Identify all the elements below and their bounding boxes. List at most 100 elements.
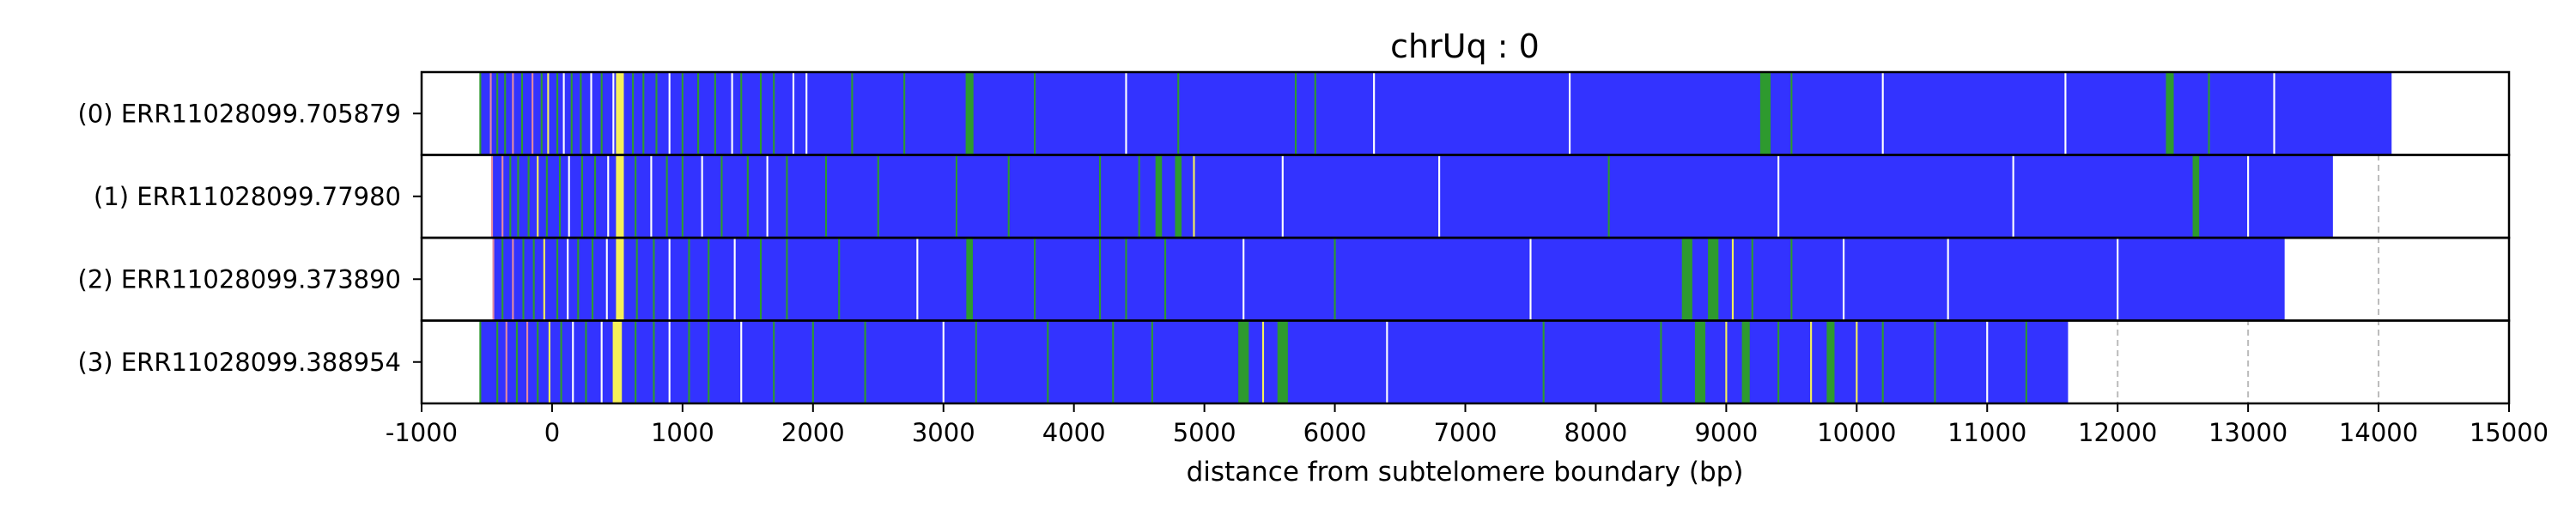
feature-mark-pink [532, 72, 534, 155]
feature-mark-green [903, 72, 906, 155]
feature-mark-green [966, 238, 973, 321]
x-tick-label: 15000 [2470, 418, 2549, 447]
feature-mark-white [1386, 320, 1388, 403]
feature-mark-pink [526, 320, 529, 403]
row-label: (1) ERR11028099.77980 [94, 182, 401, 211]
read-track-3 [479, 320, 2069, 403]
feature-mark-green [1034, 72, 1036, 155]
read-bar [480, 320, 2069, 403]
feature-mark-green [1007, 154, 1010, 238]
feature-mark-green [558, 154, 562, 238]
row-label: (0) ERR11028099.705879 [78, 99, 401, 128]
feature-mark-green [2025, 320, 2027, 403]
feature-mark-green [585, 320, 587, 403]
feature-mark-green [479, 320, 482, 403]
feature-mark-green [1314, 72, 1316, 155]
feature-mark-yellow [616, 238, 624, 321]
feature-mark-white [2012, 154, 2014, 238]
feature-mark-yellow [1856, 320, 1858, 403]
feature-mark-green [759, 72, 762, 155]
feature-mark-white [792, 72, 795, 155]
feature-mark-white [562, 72, 565, 155]
feature-mark-white [1568, 72, 1571, 155]
feature-mark-green [688, 320, 690, 403]
feature-mark-green [655, 72, 658, 155]
feature-mark-green [509, 154, 512, 238]
feature-mark-green [520, 72, 524, 155]
feature-mark-green [556, 72, 559, 155]
feature-mark-white [1529, 238, 1532, 321]
feature-mark-yellow [537, 154, 539, 238]
feature-mark-green [786, 238, 788, 321]
feature-mark-yellow [547, 72, 550, 155]
feature-mark-white [568, 154, 570, 238]
feature-mark-green [545, 154, 548, 238]
feature-mark-green [522, 238, 525, 321]
feature-mark-white [1986, 320, 1989, 403]
feature-mark-white [2247, 154, 2250, 238]
feature-mark-green [1125, 238, 1127, 321]
feature-mark-green [681, 72, 683, 155]
feature-mark-green [1099, 238, 1102, 321]
feature-mark-green [496, 72, 499, 155]
feature-mark-green [570, 72, 573, 155]
feature-mark-green [479, 72, 482, 155]
feature-mark-white [1881, 72, 1884, 155]
feature-mark-green [1934, 320, 1936, 403]
feature-mark-green [577, 238, 580, 321]
feature-mark-green [708, 238, 710, 321]
feature-mark-white [650, 154, 653, 238]
feature-mark-green [653, 238, 655, 321]
feature-mark-white [766, 154, 769, 238]
feature-mark-green [681, 154, 683, 238]
feature-mark-green [1238, 320, 1249, 403]
feature-mark-yellow [1810, 320, 1813, 403]
x-tick-label: 11000 [1947, 418, 2026, 447]
feature-mark-green [515, 320, 518, 403]
x-tick-label: 3000 [912, 418, 975, 447]
feature-mark-green [1777, 320, 1780, 403]
feature-mark-white [668, 320, 671, 403]
feature-mark-white [2117, 238, 2119, 321]
feature-mark-green [811, 320, 814, 403]
feature-mark-white [2273, 72, 2275, 155]
feature-mark-green [1790, 238, 1793, 321]
feature-mark-green [635, 154, 637, 238]
feature-mark-green [1741, 320, 1750, 403]
feature-mark-green [1542, 320, 1545, 403]
feature-mark-yellow [612, 320, 623, 403]
x-tick-label: 4000 [1042, 418, 1106, 447]
feature-mark-yellow [1731, 238, 1735, 321]
feature-mark-green [1607, 154, 1610, 238]
feature-mark-green [714, 72, 716, 155]
label-layer: (0) ERR11028099.705879 (1) ERR11028099.77… [78, 99, 2549, 447]
feature-mark-green [1826, 320, 1835, 403]
feature-mark-green [1294, 72, 1297, 155]
x-tick-label: 12000 [2078, 418, 2157, 447]
x-tick-label: 1000 [651, 418, 714, 447]
feature-mark-pink [512, 72, 514, 155]
feature-mark-white [612, 72, 615, 155]
feature-mark-green [1708, 238, 1719, 321]
feature-mark-green [773, 320, 775, 403]
feature-mark-green [635, 320, 637, 403]
row-label: (3) ERR11028099.388954 [78, 348, 401, 377]
feature-mark-white [2064, 72, 2067, 155]
feature-mark-pink [512, 238, 514, 321]
feature-mark-white [1281, 154, 1284, 238]
feature-mark-white [916, 238, 919, 321]
feature-mark-green [600, 72, 603, 155]
feature-mark-green [653, 320, 655, 403]
feature-mark-green [1681, 238, 1692, 321]
feature-mark-green [759, 238, 762, 321]
feature-mark-white [1777, 154, 1780, 238]
feature-mark-yellow [616, 154, 624, 238]
feature-mark-green [635, 238, 638, 321]
feature-mark-green [1155, 154, 1163, 238]
feature-mark-green [1660, 320, 1662, 403]
feature-mark-pink [501, 154, 504, 238]
feature-mark-green [504, 72, 507, 155]
feature-mark-green [1047, 320, 1049, 403]
feature-mark-white [1125, 72, 1127, 155]
